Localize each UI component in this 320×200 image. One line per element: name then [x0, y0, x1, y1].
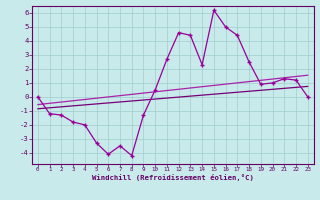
X-axis label: Windchill (Refroidissement éolien,°C): Windchill (Refroidissement éolien,°C): [92, 174, 254, 181]
